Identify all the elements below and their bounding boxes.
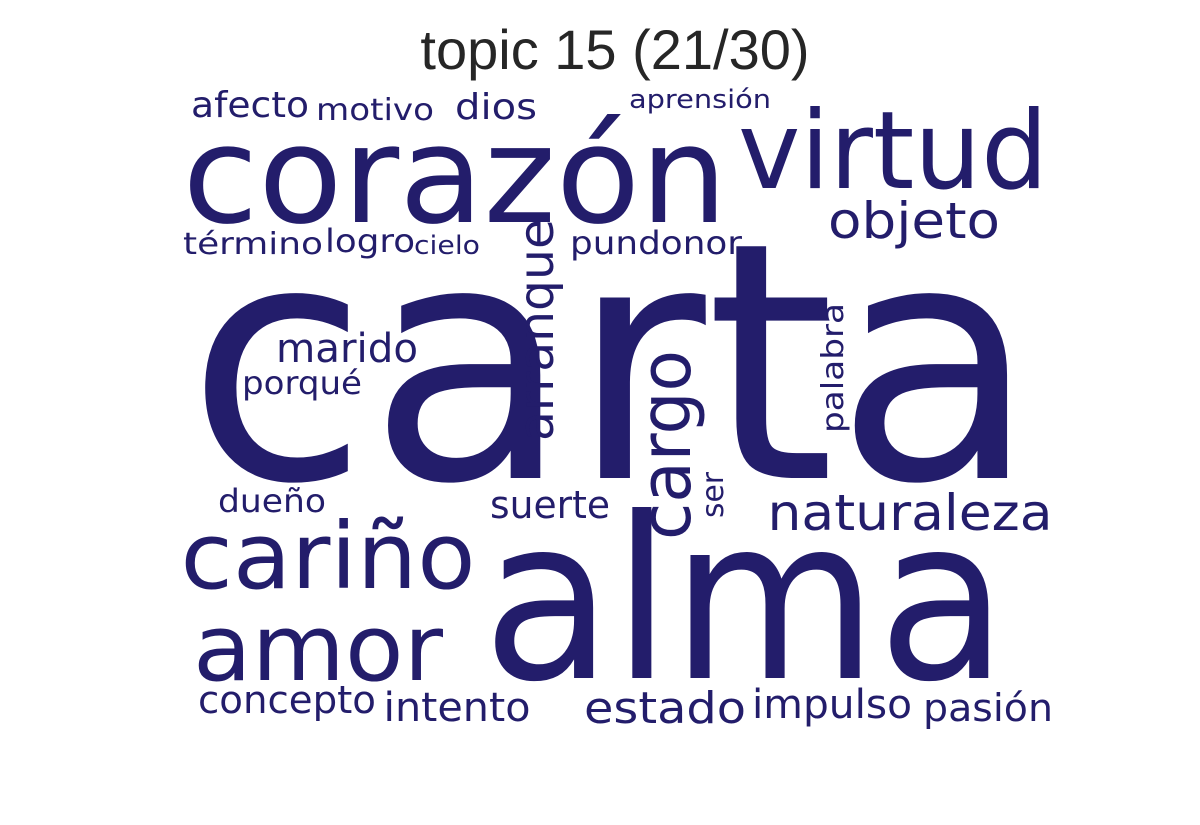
word-ser: ser	[696, 471, 731, 518]
word-suerte: suerte	[490, 483, 610, 527]
word-logro: logro	[325, 222, 415, 260]
word-impulso: impulso	[752, 682, 912, 728]
word-cielo: cielo	[414, 231, 480, 261]
word-afecto: afecto	[191, 85, 309, 126]
word-intento: intento	[384, 685, 531, 731]
word-cargo: cargo	[625, 350, 707, 540]
word-objeto: objeto	[828, 192, 1000, 250]
word-concepto: concepto	[198, 678, 376, 722]
word-corazon: corazón	[183, 97, 728, 254]
word-porque: porqué	[242, 364, 362, 402]
word-amor: amor	[193, 595, 443, 702]
word-pundonor: pundonor	[570, 224, 743, 262]
word-marido: marido	[276, 326, 418, 372]
word-carino: cariño	[181, 503, 476, 610]
word-carta: carta	[187, 172, 1037, 556]
word-termino: término	[183, 227, 323, 262]
word-aprension: aprensión	[629, 85, 771, 115]
word-estado: estado	[584, 683, 746, 734]
word-arranque: arranque	[509, 219, 565, 441]
word-virtud: virtud	[738, 89, 1048, 214]
word-palabra: palabra	[816, 303, 851, 433]
word-naturaleza: naturaleza	[768, 484, 1053, 542]
chart-title: topic 15 (21/30)	[420, 18, 810, 81]
word-alma: alma	[483, 470, 1008, 732]
word-pasion: pasión	[923, 686, 1053, 730]
word-dios: dios	[455, 87, 537, 128]
word-dueno: dueño	[218, 482, 326, 520]
word-motivo: motivo	[316, 93, 434, 128]
